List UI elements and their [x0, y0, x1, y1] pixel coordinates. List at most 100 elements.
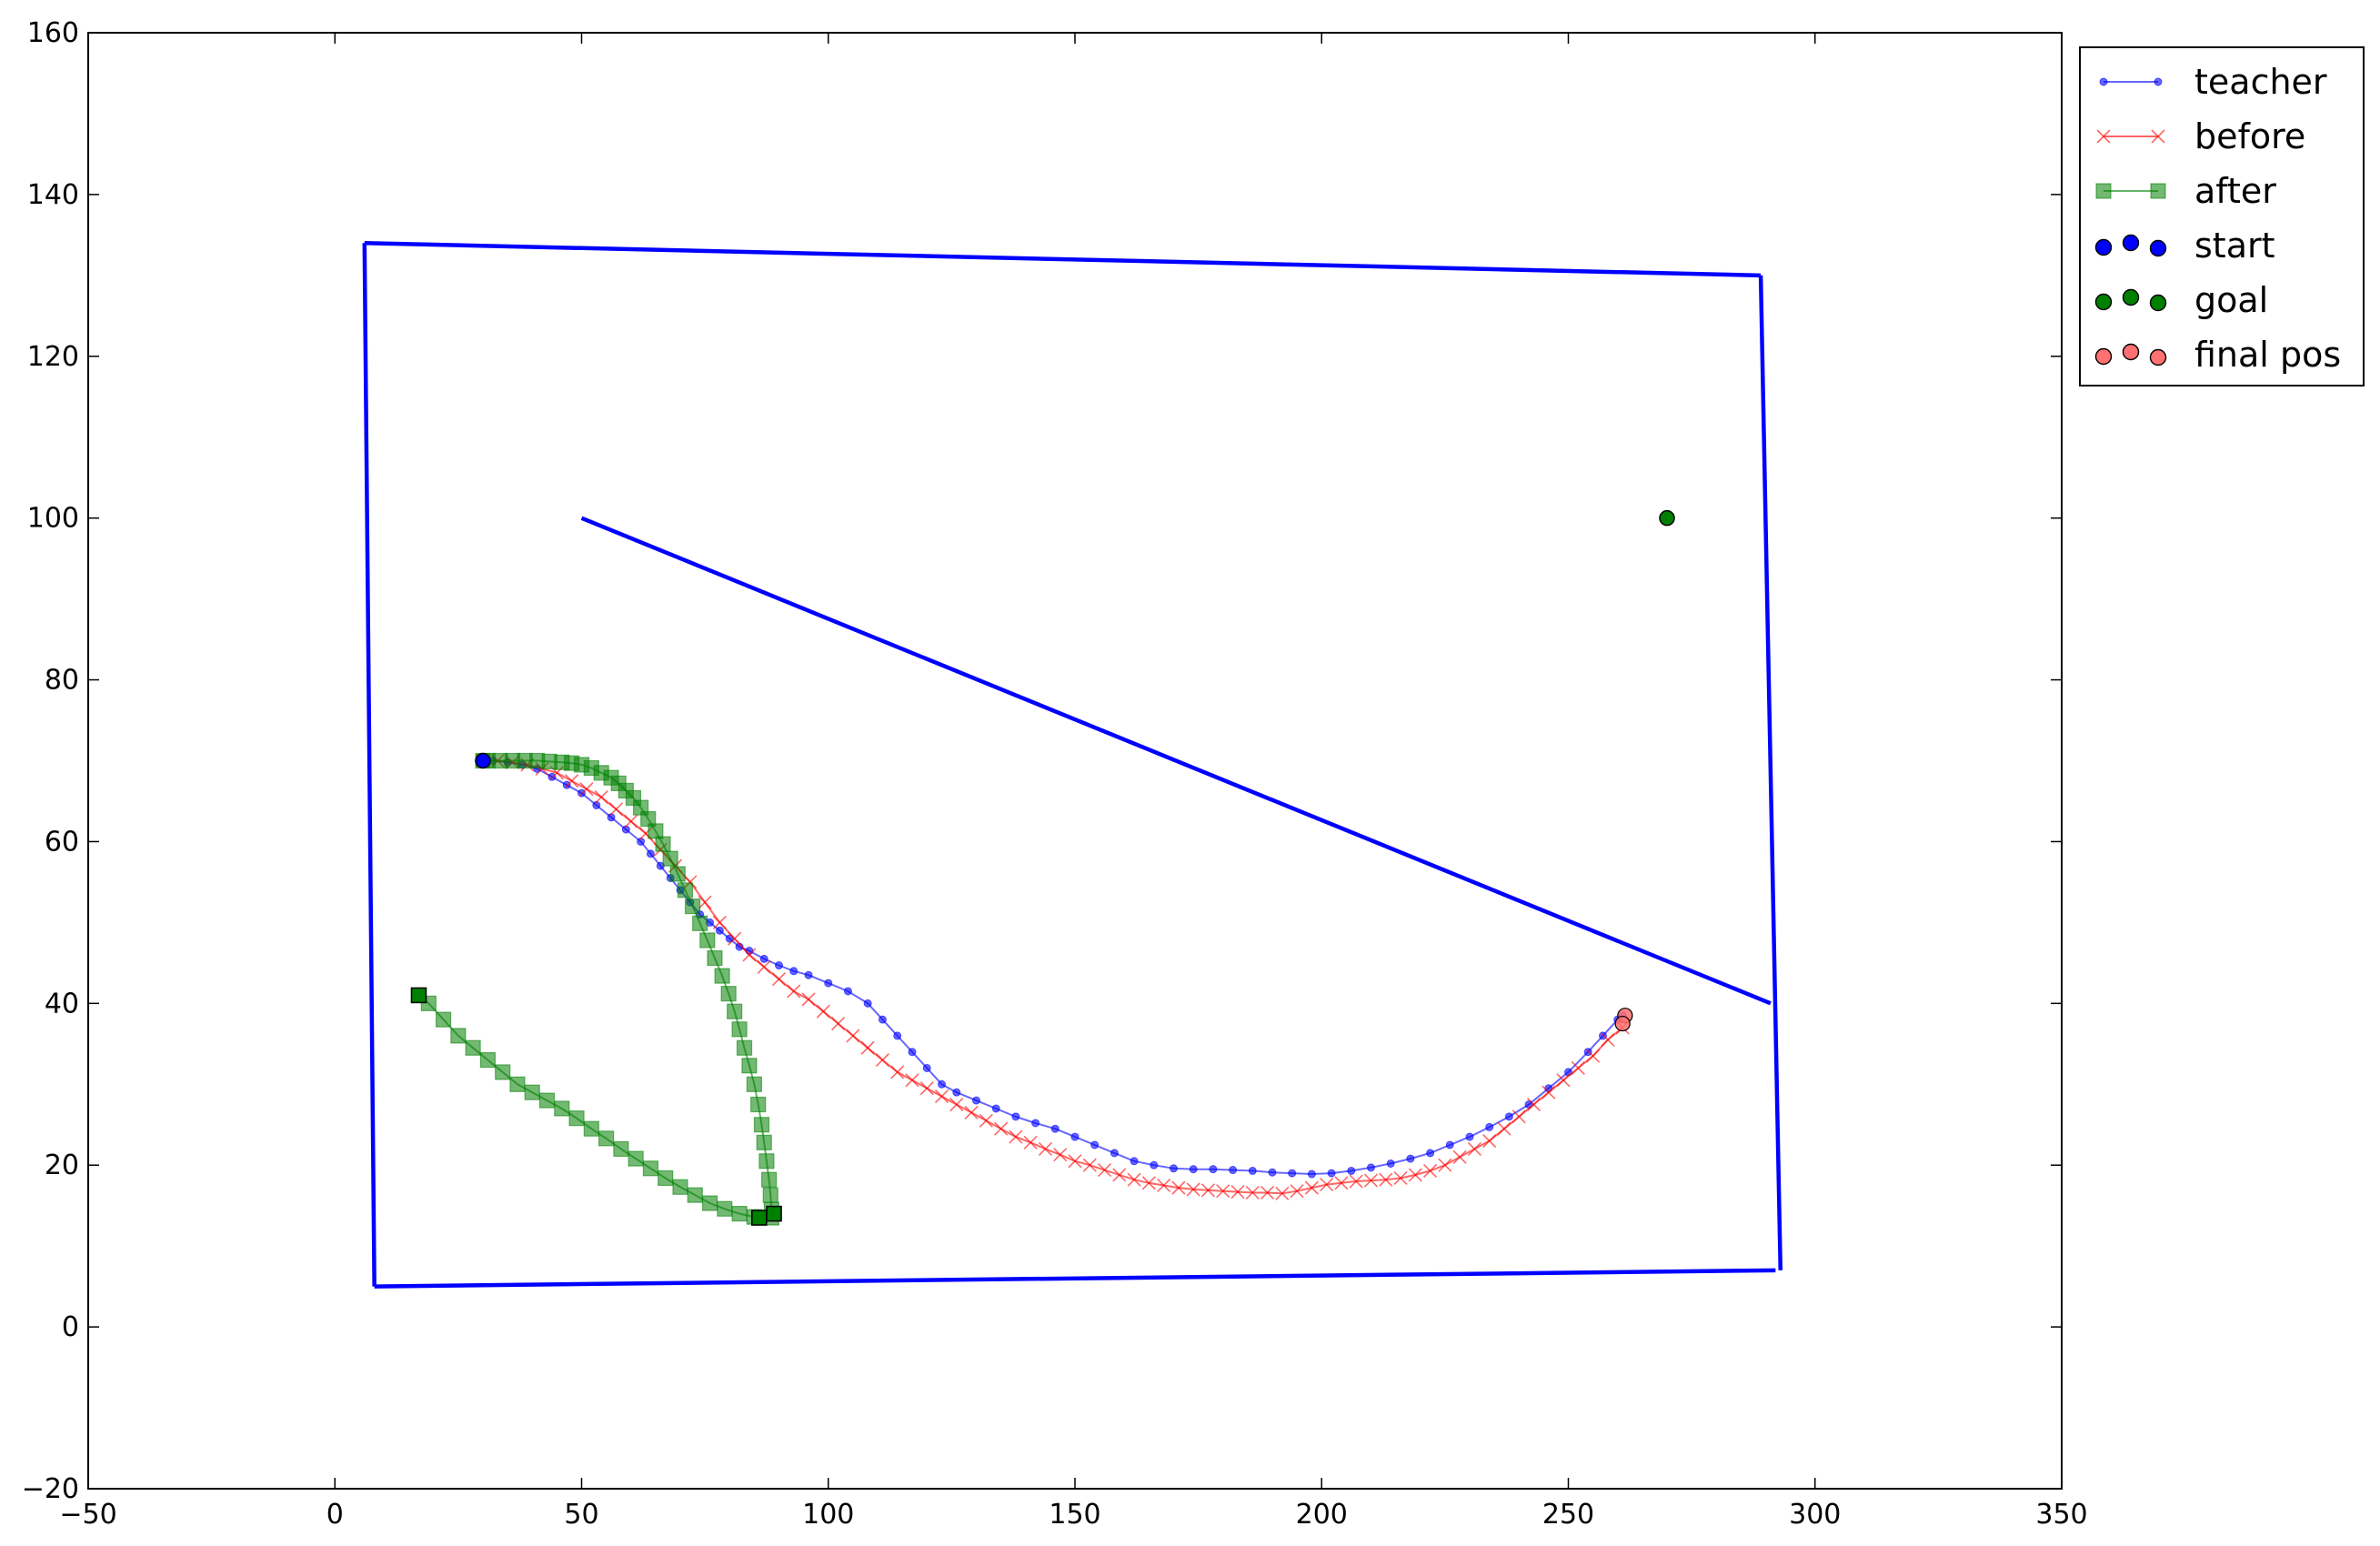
point-before-41: [1082, 1158, 1097, 1172]
point-before-20: [771, 972, 787, 987]
point-teacher-29: [863, 999, 872, 1008]
point-teacher-58: [1406, 1154, 1415, 1163]
point-teacher-35: [952, 1088, 961, 1097]
point-before-8-b: [594, 789, 608, 805]
point-before-37-b: [1023, 1135, 1038, 1149]
point-teacher-63: [1504, 1112, 1513, 1121]
x-tick-label: 300: [1789, 1499, 1841, 1531]
point-before-67-b: [1467, 1141, 1481, 1156]
point-before-27-b: [875, 1053, 889, 1068]
point-before-17: [728, 931, 742, 946]
point-before-71: [1526, 1097, 1541, 1112]
y-tick-label: 40: [45, 988, 79, 1019]
point-teacher-42: [1090, 1140, 1100, 1149]
point-before-10-b: [624, 814, 638, 828]
legend: teacher before after start goal final pos: [2079, 46, 2365, 386]
point-before-37: [1023, 1135, 1038, 1149]
point-after-6: [495, 1064, 511, 1080]
point-before-33: [964, 1105, 979, 1119]
legend-item-goal: goal: [2094, 280, 2268, 320]
point-before-69: [1497, 1121, 1511, 1136]
point-before-56-b: [1304, 1180, 1319, 1195]
point-teacher-60: [1445, 1140, 1454, 1149]
point-after-42: [692, 915, 708, 931]
point-before-63: [1408, 1168, 1422, 1182]
point-after-38: [720, 986, 737, 1002]
point-before-76: [1601, 1032, 1615, 1047]
point-after-35: [736, 1039, 753, 1056]
point-after-45: [669, 866, 686, 882]
x-tick-label: 100: [802, 1499, 854, 1531]
legend-marker-1: [2122, 288, 2140, 306]
legend-marker-start: [2099, 77, 2108, 86]
point-before-34: [979, 1113, 993, 1128]
point-after-19: [687, 1187, 703, 1203]
point-teacher-37: [991, 1104, 1000, 1113]
point-before-62-b: [1393, 1170, 1408, 1186]
wall-segment-4: [580, 516, 1772, 1006]
point-before-29-b: [905, 1073, 919, 1088]
wall-segment-0: [364, 241, 1762, 278]
point-before-42-b: [1097, 1162, 1112, 1178]
x-tick-label: 250: [1542, 1499, 1594, 1531]
point-before-57: [1320, 1178, 1334, 1192]
point-before-53-b: [1260, 1185, 1275, 1200]
legend-marker-end: [2154, 77, 2163, 86]
point-before-70: [1511, 1109, 1526, 1124]
point-teacher-33: [922, 1063, 931, 1072]
point-before-15-b: [698, 895, 712, 909]
point-teacher-31: [893, 1031, 902, 1040]
point-teacher-20: [725, 934, 734, 943]
legend-marker-end: [2150, 183, 2166, 199]
point-before-32-b: [949, 1097, 964, 1112]
point-before-65: [1438, 1158, 1452, 1172]
point-before-18: [742, 948, 757, 962]
point-teacher-40: [1050, 1124, 1059, 1133]
point-before-16: [712, 915, 727, 929]
point-teacher-47: [1189, 1165, 1198, 1174]
point-before-34-b: [979, 1113, 993, 1128]
point-before-54-b: [1275, 1186, 1290, 1200]
point-before-28-b: [890, 1065, 905, 1079]
point-before-33-b: [964, 1105, 979, 1119]
legend-label: teacher: [2194, 62, 2327, 102]
legend-marker-end-b: [2151, 129, 2165, 144]
after-endpoint-2: [766, 1205, 782, 1222]
point-teacher-46: [1170, 1164, 1178, 1173]
point-before-73: [1556, 1073, 1571, 1088]
point-teacher-45: [1150, 1160, 1159, 1170]
point-before-38-b: [1038, 1141, 1053, 1156]
point-before-42: [1097, 1162, 1112, 1178]
point-before-36-b: [1009, 1129, 1023, 1144]
point-before-9: [608, 802, 624, 817]
point-after-17: [658, 1170, 674, 1187]
point-after-22: [731, 1205, 748, 1222]
point-before-73-b: [1556, 1073, 1571, 1088]
point-teacher-39: [1031, 1119, 1040, 1128]
point-after-20: [701, 1195, 718, 1211]
point-before-16-b: [712, 915, 727, 929]
point-before-63-b: [1408, 1168, 1422, 1182]
point-after-36: [731, 1021, 748, 1038]
point-before-57-b: [1320, 1178, 1334, 1192]
point-before-7-b: [579, 782, 594, 797]
legend-marker-start: [2096, 129, 2111, 144]
point-teacher-26: [804, 970, 813, 979]
goal-point: [1659, 509, 1675, 527]
point-teacher-56: [1367, 1163, 1375, 1172]
legend-item-final-pos: final pos: [2094, 335, 2341, 375]
point-before-70-b: [1511, 1109, 1526, 1124]
point-after-43: [684, 898, 701, 915]
legend-item-start: start: [2094, 226, 2275, 266]
point-before-31-b: [934, 1089, 949, 1104]
point-after-40: [707, 949, 723, 967]
point-after-31: [753, 1117, 770, 1133]
point-before-71-b: [1526, 1097, 1541, 1112]
point-after-27: [762, 1187, 778, 1203]
legend-marker-1: [2122, 343, 2140, 361]
after-endpoint-1: [751, 1210, 768, 1226]
legend-item-before: before: [2096, 116, 2305, 156]
point-before-75-b: [1586, 1049, 1601, 1063]
